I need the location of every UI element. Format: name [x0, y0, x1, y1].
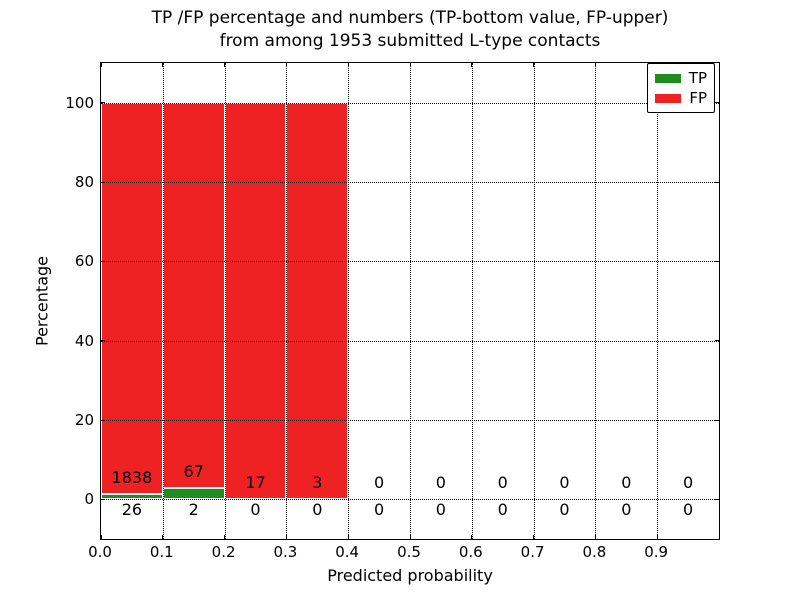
legend-item-tp: TP	[655, 68, 707, 88]
v-gridline	[348, 63, 350, 539]
legend-item-fp: FP	[655, 88, 707, 108]
fp-count-label: 17	[245, 473, 266, 493]
tp-count-label: 0	[312, 500, 323, 520]
fp-count-label: 0	[374, 473, 385, 493]
x-axis-label: Predicted probability	[327, 566, 493, 585]
tp-count-label: 2	[188, 500, 199, 520]
fp-bar-segment	[224, 102, 287, 500]
tp-count-label: 0	[250, 500, 261, 520]
v-gridline	[595, 63, 597, 539]
fp-swatch-icon	[655, 93, 681, 103]
fp-count-label: 0	[435, 473, 446, 493]
y-tick-label: 100	[65, 93, 94, 112]
tp-swatch-icon	[655, 73, 681, 83]
chart-title-line2: from among 1953 submitted L-type contact…	[219, 31, 601, 51]
x-tick-label: 0.8	[582, 543, 607, 561]
fp-count-label: 3	[312, 473, 323, 493]
y-axis-label: Percentage	[32, 255, 52, 347]
x-axis-tick	[347, 535, 349, 539]
y-axis-tick	[101, 181, 105, 183]
y-axis-tick-right	[715, 181, 719, 183]
x-axis-tick	[224, 535, 226, 539]
tp-bar-segment	[101, 493, 163, 500]
v-gridline	[471, 63, 473, 539]
tp-count-label: 0	[683, 500, 694, 520]
y-tick-label: 60	[74, 252, 94, 271]
x-tick-label: 0.3	[273, 543, 298, 561]
v-gridline	[286, 63, 288, 539]
x-tick-label: 0.9	[644, 543, 669, 561]
x-tick-label: 0.1	[149, 543, 174, 561]
tp-count-label: 0	[559, 500, 570, 520]
y-tick-label: 20	[74, 411, 94, 429]
x-axis-tick	[533, 535, 535, 539]
fp-count-label: 0	[621, 473, 632, 493]
y-axis-tick	[101, 102, 105, 104]
fp-count-label: 0	[683, 473, 694, 493]
x-tick-label: 0.7	[520, 543, 545, 561]
x-axis-tick-top	[347, 63, 349, 67]
fp-count-label: 0	[559, 473, 570, 493]
x-axis-tick-top	[224, 63, 226, 67]
x-axis-tick	[656, 535, 658, 539]
y-axis-tick	[101, 498, 105, 500]
x-tick-label: 0.6	[458, 543, 483, 561]
y-axis-tick	[101, 260, 105, 262]
x-axis-tick-top	[285, 63, 287, 67]
legend-label-tp: TP	[688, 68, 707, 87]
y-axis-tick-right	[715, 498, 719, 500]
fp-bar-segment	[162, 102, 225, 488]
plot-area: 1838 26 67 2 17 0 3 0 0 0 0 0 0 0 0 0 0 0 0 0	[100, 62, 720, 540]
fp-count-label: 67	[183, 461, 204, 481]
fp-count-label: 0	[497, 473, 508, 493]
tp-count-label: 0	[374, 500, 385, 520]
x-axis-tick	[162, 535, 164, 539]
x-axis-tick-top	[162, 63, 164, 67]
x-axis-tick-top	[409, 63, 411, 67]
fp-bar-segment	[101, 102, 163, 494]
y-axis-tick-right	[715, 102, 719, 104]
y-axis-tick	[101, 419, 105, 421]
x-axis-tick	[409, 535, 411, 539]
x-tick-label: 0.0	[88, 543, 112, 561]
x-axis-tick-top	[533, 63, 535, 67]
x-tick-label: 0.5	[397, 543, 421, 561]
chart-title-line1: TP /FP percentage and numbers (TP-bottom…	[151, 8, 669, 28]
y-tick-label: 0	[84, 490, 94, 509]
tp-count-label: 26	[121, 500, 143, 520]
tp-count-label: 0	[621, 500, 632, 520]
x-axis-tick	[594, 535, 596, 539]
v-gridline	[162, 63, 164, 539]
v-gridline	[410, 63, 411, 539]
y-axis-tick-right	[715, 340, 719, 342]
fp-bar-segment	[286, 102, 349, 500]
x-axis-tick	[285, 535, 287, 539]
fp-count-label: 1838	[111, 467, 153, 487]
x-axis-tick	[100, 535, 102, 539]
x-axis-tick	[471, 535, 473, 539]
tp-count-label: 0	[435, 500, 446, 520]
y-tick-label: 40	[74, 331, 94, 350]
x-axis-tick-top	[594, 63, 596, 67]
tp-bar-segment	[162, 487, 225, 500]
legend-label-fp: FP	[689, 88, 707, 107]
v-gridline	[533, 63, 535, 539]
y-axis-tick	[101, 340, 105, 342]
x-tick-label: 0.4	[335, 543, 360, 561]
v-gridline	[657, 63, 659, 539]
tp-count-label: 0	[497, 500, 508, 520]
v-gridline	[224, 63, 226, 539]
x-axis-tick-top	[100, 63, 102, 67]
chart-title: TP /FP percentage and numbers (TP-bottom…	[100, 7, 720, 53]
x-tick-label: 0.2	[211, 543, 236, 561]
legend: TP FP	[647, 63, 715, 113]
y-axis-tick-right	[715, 260, 719, 262]
x-axis-tick-top	[471, 63, 473, 67]
y-axis-tick-right	[715, 419, 719, 421]
y-tick-label: 80	[74, 173, 94, 191]
